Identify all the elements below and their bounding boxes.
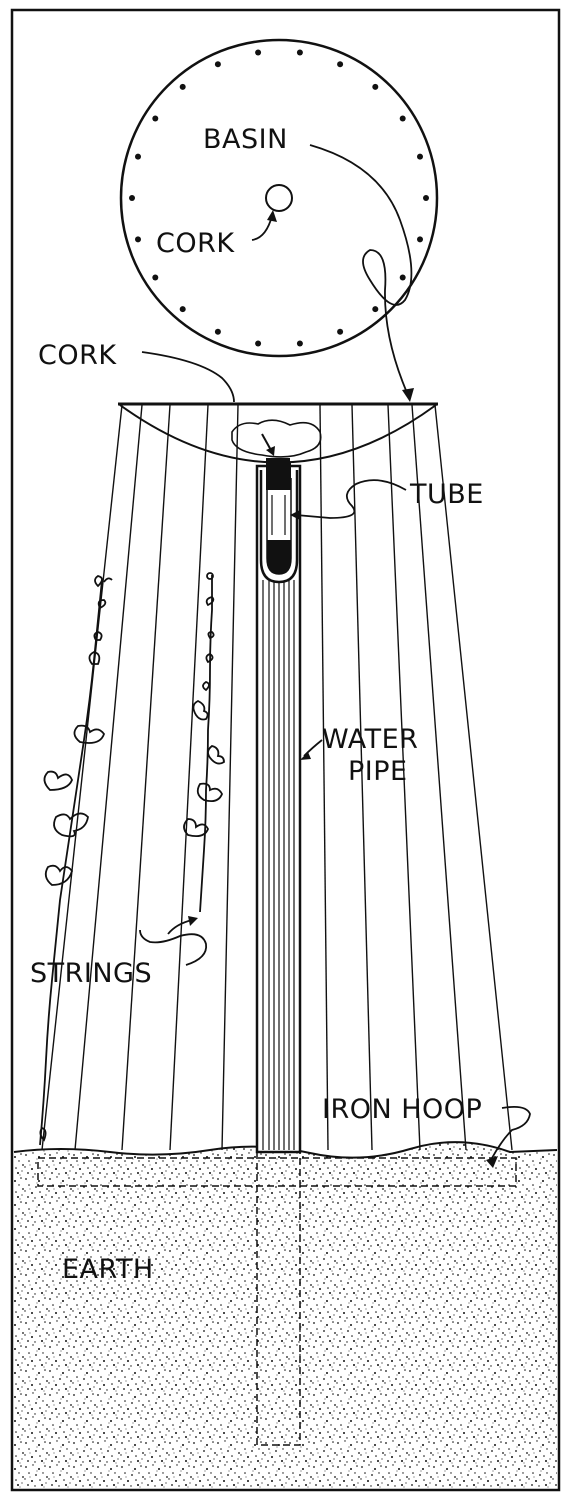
cork-plug-arrowhead (266, 446, 275, 456)
iron-hoop-leader-arrowhead (486, 1156, 498, 1168)
strings-leader-branch (167, 919, 193, 935)
basin-top-view (119, 38, 439, 358)
buried-pipe-outline (256, 1152, 301, 1446)
rim-hole (296, 340, 303, 347)
basin-cork-top (265, 184, 293, 212)
rim-hole (399, 115, 406, 122)
rim-hole (337, 61, 344, 68)
test-tube (259, 462, 299, 584)
cork-side-leader (141, 351, 235, 403)
rim-hole (129, 195, 135, 201)
strings-leader-arrowhead (188, 916, 198, 926)
rim-hole (399, 274, 406, 281)
rim-hole (214, 61, 221, 68)
label-basin: BASIN (203, 124, 288, 155)
rim-hole (135, 153, 141, 160)
label-tube: TUBE (409, 479, 484, 510)
strings (41, 404, 513, 1151)
basin-leader-arrowhead (402, 388, 414, 402)
vine-left (39, 575, 113, 1146)
outer-frame (10, 8, 561, 1492)
rim-hole (152, 115, 159, 122)
rim-hole (337, 328, 344, 335)
rim-hole (372, 306, 379, 313)
label-water-pipe-line2: PIPE (348, 756, 408, 787)
rim-hole (152, 274, 159, 281)
rim-hole (255, 340, 262, 347)
earth-ground (14, 1142, 557, 1488)
rim-hole (179, 306, 186, 313)
rim-hole (372, 83, 379, 90)
water-pipe-leader-arrowhead (300, 752, 311, 760)
rim-hole (179, 83, 186, 90)
rim-hole (423, 195, 429, 201)
basin-rim-holes (129, 49, 429, 347)
tube-liquid (267, 540, 291, 574)
rim-hole (417, 236, 423, 243)
rim-hole (214, 328, 221, 335)
rim-hole (255, 49, 262, 56)
label-cork-side: CORK (38, 340, 117, 371)
label-water-pipe-line1: WATER (322, 724, 418, 755)
rim-hole (296, 49, 303, 56)
water-in-basin (231, 419, 322, 458)
vine-center (183, 572, 225, 913)
tube-leader-arrowhead (290, 510, 300, 520)
label-earth: EARTH (62, 1254, 154, 1285)
cork-top-leader-arrowhead (267, 210, 277, 222)
basin-leader (309, 144, 413, 396)
tube-leader (295, 479, 407, 519)
rim-hole (135, 236, 141, 243)
iron-hoop-leader (491, 1105, 531, 1159)
label-cork-top: CORK (156, 228, 235, 259)
label-strings: STRINGS (30, 958, 152, 989)
rim-hole (417, 153, 423, 160)
strings-leader (139, 929, 208, 966)
label-iron-hoop: IRON HOOP (322, 1094, 482, 1125)
